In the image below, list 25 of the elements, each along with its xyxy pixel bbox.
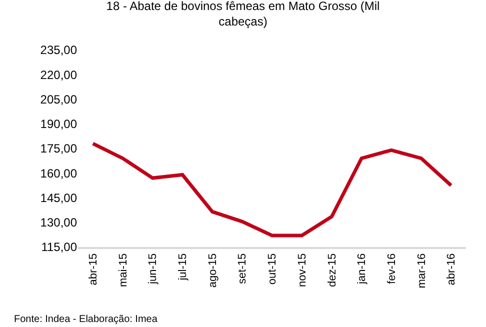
x-tick-label: abr-16 <box>446 253 458 286</box>
x-tick-label: ago-15 <box>206 253 219 288</box>
x-tick-label: set-15 <box>236 253 249 284</box>
x-tick-label: jul-15 <box>177 253 190 282</box>
chart-title: 18 - Abate de bovinos fêmeas em Mato Grosso (Mil cabeças) <box>106 0 380 28</box>
y-tick-label: 115,00 <box>41 240 78 254</box>
x-tick-label: out-15 <box>266 253 279 285</box>
x-tick-label: abr-15 <box>87 253 100 286</box>
y-tick-label: 190,00 <box>40 117 78 132</box>
line-series <box>91 142 453 238</box>
x-tick-label: jun-15 <box>147 253 160 285</box>
y-tick-label: 160,00 <box>40 166 78 180</box>
x-tick-label: mai-15 <box>117 253 130 288</box>
x-tick-label: mar-16 <box>416 253 428 288</box>
y-tick-label: 235,00 <box>40 43 78 58</box>
y-tick-label: 130,00 <box>40 216 78 230</box>
y-tick-label: 205,00 <box>40 92 78 106</box>
x-tick-label: nov-15 <box>296 253 308 288</box>
x-tick-label: jan-16 <box>356 253 368 285</box>
x-tick-label: fev-16 <box>386 253 398 284</box>
y-tick-label: 220,00 <box>40 68 78 82</box>
y-tick-label: 175,00 <box>40 142 78 156</box>
source-note: Fonte: Indea - Elaboração: Imea <box>14 314 158 325</box>
x-tick-label: dez-15 <box>326 253 338 288</box>
y-tick-label: 145,00 <box>40 190 78 205</box>
